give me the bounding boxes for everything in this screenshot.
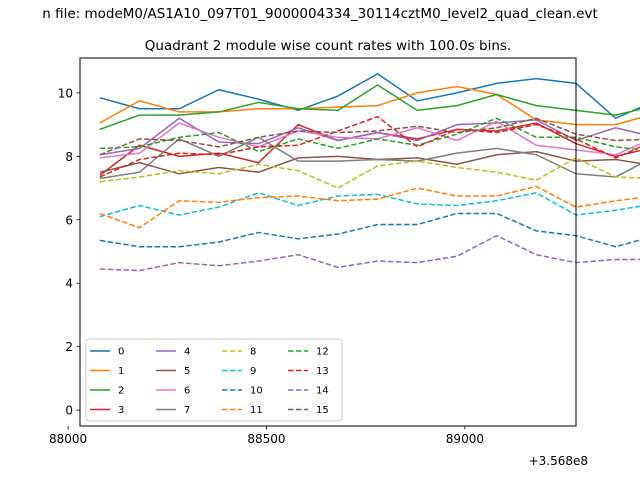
series-line-11 bbox=[99, 185, 640, 229]
series-line-2 bbox=[99, 84, 640, 131]
chart-title: Quadrant 2 module wise count rates with … bbox=[145, 38, 511, 54]
x-axis: 8800088500890008950090000 bbox=[49, 426, 484, 446]
legend-label-13: 13 bbox=[316, 366, 329, 377]
legend-label-14: 14 bbox=[316, 386, 329, 397]
x-tick-label: 88000 bbox=[49, 432, 87, 446]
legend-label-5: 5 bbox=[184, 366, 190, 377]
series-line-3 bbox=[99, 122, 640, 176]
x-tick-label: 89000 bbox=[446, 432, 484, 446]
legend-label-0: 0 bbox=[118, 347, 124, 358]
y-tick-label: 4 bbox=[65, 277, 73, 291]
y-tick-label: 10 bbox=[58, 86, 73, 100]
y-tick-label: 2 bbox=[65, 340, 73, 354]
x-tick-label: 88500 bbox=[247, 432, 285, 446]
legend-label-11: 11 bbox=[250, 405, 263, 416]
x-offset-label: +3.568e8 bbox=[529, 454, 588, 468]
legend-label-3: 3 bbox=[118, 405, 124, 416]
y-axis: 0 2 4 6 8 10 bbox=[58, 86, 80, 418]
legend-label-10: 10 bbox=[250, 386, 263, 397]
y-tick-label: 6 bbox=[65, 213, 73, 227]
series-line-0 bbox=[99, 72, 640, 120]
legend-label-6: 6 bbox=[184, 386, 190, 397]
legend-label-12: 12 bbox=[316, 347, 329, 358]
legend-label-7: 7 bbox=[184, 405, 190, 416]
legend-box bbox=[85, 338, 343, 422]
legend-label-15: 15 bbox=[316, 405, 329, 416]
series-line-13 bbox=[99, 115, 640, 178]
legend-label-2: 2 bbox=[118, 386, 124, 397]
series-line-1 bbox=[99, 85, 640, 126]
series-line-8 bbox=[99, 157, 640, 189]
series-line-5 bbox=[99, 150, 640, 175]
legend-label-8: 8 bbox=[250, 347, 256, 358]
series-line-10 bbox=[99, 212, 640, 248]
series-line-15 bbox=[99, 117, 640, 156]
figure-suptitle: n file: modeM0/AS1A10_097T01_9000004334_… bbox=[42, 6, 598, 22]
axes-frame bbox=[79, 57, 577, 427]
series-line-9 bbox=[99, 192, 640, 218]
y-tick-label: 0 bbox=[65, 404, 73, 418]
legend-label-1: 1 bbox=[118, 366, 124, 377]
series-line-14 bbox=[99, 234, 640, 272]
legend-label-4: 4 bbox=[184, 347, 190, 358]
y-tick-label: 8 bbox=[65, 150, 73, 164]
series-line-7 bbox=[99, 136, 640, 180]
plot-area bbox=[99, 72, 640, 272]
legend-label-9: 9 bbox=[250, 366, 256, 377]
